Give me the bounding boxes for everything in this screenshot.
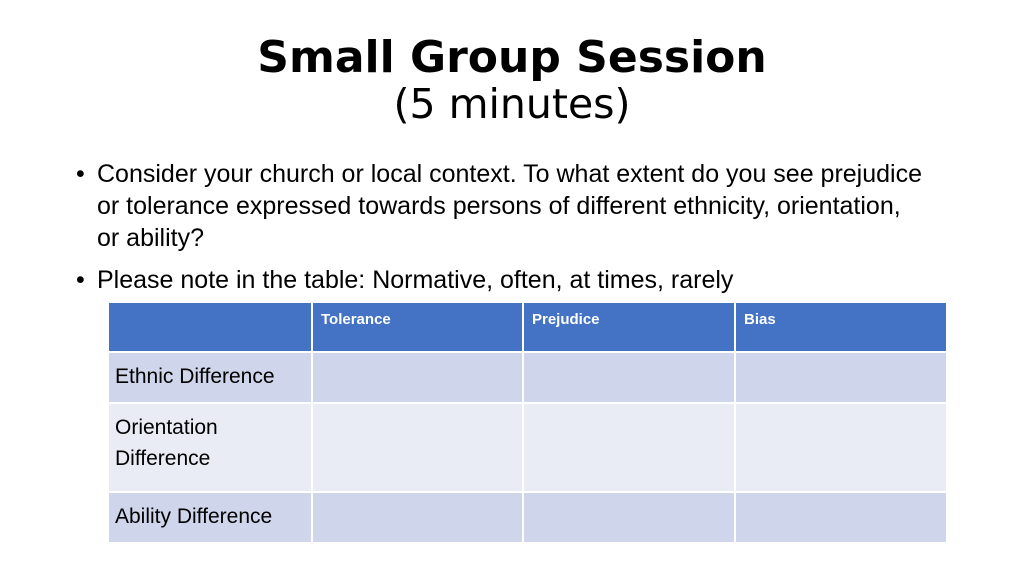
- table-row-ability: Ability Difference: [107, 491, 948, 544]
- bullet-text: Please note in the table: Normative, oft…: [97, 266, 734, 294]
- title-subtitle: (5 minutes): [393, 79, 631, 128]
- slide-title: Small Group Session (5 minutes): [0, 34, 1024, 126]
- header-cell-bias: Bias: [734, 301, 948, 353]
- cell-orientation-prejudice[interactable]: [522, 402, 736, 493]
- bullet-item-context: • Consider your church or local context.…: [76, 158, 926, 254]
- difference-table: Tolerance Prejudice Bias Ethnic Differen…: [107, 301, 948, 544]
- header-cell-tolerance: Tolerance: [311, 301, 524, 353]
- bullet-item-table-note: • Please note in the table: Normative, o…: [76, 264, 926, 296]
- table-row-ethnic: Ethnic Difference: [107, 351, 948, 404]
- row-label-ability: Ability Difference: [107, 491, 313, 544]
- bullet-list: • Consider your church or local context.…: [76, 158, 926, 306]
- cell-ethnic-prejudice[interactable]: [522, 351, 736, 404]
- cell-ability-prejudice[interactable]: [522, 491, 736, 544]
- cell-ability-tolerance[interactable]: [311, 491, 524, 544]
- cell-ability-bias[interactable]: [734, 491, 948, 544]
- row-label-orientation: Orientation Difference: [107, 402, 313, 493]
- bullet-dot-icon: •: [76, 160, 85, 188]
- bullet-text: Consider your church or local context. T…: [97, 160, 922, 252]
- header-cell-empty: [107, 301, 313, 353]
- cell-orientation-bias[interactable]: [734, 402, 948, 493]
- table-header-row: Tolerance Prejudice Bias: [107, 301, 948, 353]
- row-label-ethnic: Ethnic Difference: [107, 351, 313, 404]
- cell-ethnic-tolerance[interactable]: [311, 351, 524, 404]
- cell-orientation-tolerance[interactable]: [311, 402, 524, 493]
- header-cell-prejudice: Prejudice: [522, 301, 736, 353]
- table-row-orientation: Orientation Difference: [107, 402, 948, 493]
- bullet-dot-icon: •: [76, 266, 85, 294]
- cell-ethnic-bias[interactable]: [734, 351, 948, 404]
- title-main: Small Group Session: [257, 32, 767, 83]
